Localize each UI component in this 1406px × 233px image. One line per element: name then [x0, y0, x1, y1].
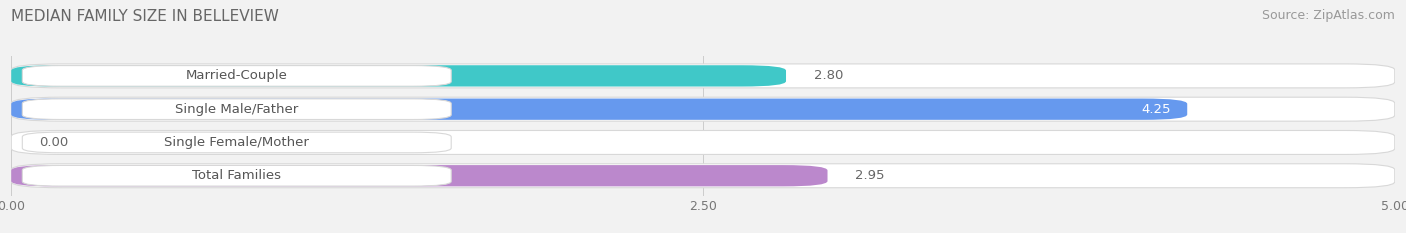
FancyBboxPatch shape — [11, 65, 786, 86]
Text: 2.95: 2.95 — [855, 169, 884, 182]
Text: 2.80: 2.80 — [814, 69, 844, 82]
FancyBboxPatch shape — [11, 97, 1395, 121]
FancyBboxPatch shape — [22, 65, 451, 86]
Text: 4.25: 4.25 — [1142, 103, 1171, 116]
Text: 0.00: 0.00 — [39, 136, 67, 149]
FancyBboxPatch shape — [11, 130, 1395, 154]
Text: Single Male/Father: Single Male/Father — [176, 103, 298, 116]
Text: MEDIAN FAMILY SIZE IN BELLEVIEW: MEDIAN FAMILY SIZE IN BELLEVIEW — [11, 9, 280, 24]
FancyBboxPatch shape — [22, 165, 451, 186]
FancyBboxPatch shape — [11, 165, 828, 186]
Text: Source: ZipAtlas.com: Source: ZipAtlas.com — [1261, 9, 1395, 22]
FancyBboxPatch shape — [22, 132, 451, 153]
FancyBboxPatch shape — [11, 99, 1187, 120]
FancyBboxPatch shape — [11, 64, 1395, 88]
Text: Married-Couple: Married-Couple — [186, 69, 288, 82]
Text: Single Female/Mother: Single Female/Mother — [165, 136, 309, 149]
FancyBboxPatch shape — [11, 164, 1395, 188]
FancyBboxPatch shape — [22, 99, 451, 120]
Text: Total Families: Total Families — [193, 169, 281, 182]
